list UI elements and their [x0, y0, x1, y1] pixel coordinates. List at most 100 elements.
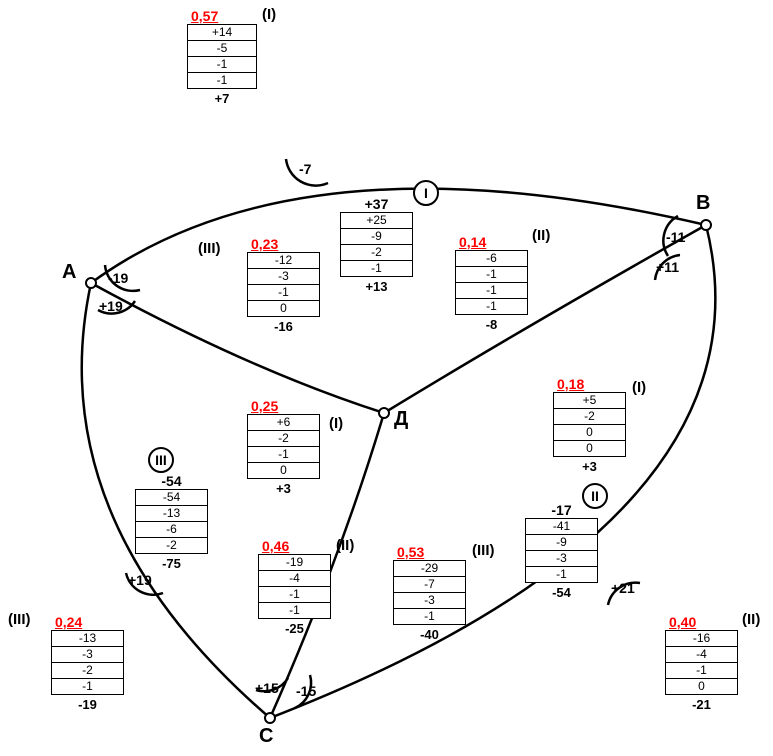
roman-label: (I) — [632, 379, 646, 396]
calc-table: -17-41-9-3-1-54 — [525, 502, 598, 600]
table-header: 0,25 — [247, 398, 320, 414]
label-B: B — [696, 192, 710, 215]
table-header: 0,14 — [455, 234, 528, 250]
table-header: 0,57 — [187, 8, 257, 24]
table-header: 0,40 — [665, 614, 738, 630]
table-row: 0 — [665, 679, 738, 695]
label-A: A — [62, 261, 76, 284]
table-row: -12 — [247, 252, 320, 269]
edge-A-lower: +19 — [99, 298, 123, 314]
calc-table: 0,57+14-5-1-1+7 — [187, 8, 257, 106]
roman-label: (II) — [532, 227, 550, 244]
node-B — [700, 219, 712, 231]
table-row: -29 — [393, 560, 466, 577]
table-row: -9 — [525, 535, 598, 551]
edge-A-upper: -19 — [108, 270, 128, 286]
table-row: -1 — [51, 679, 124, 695]
table-row: +14 — [187, 24, 257, 41]
calc-table: 0,25+6-2-10+3 — [247, 398, 320, 496]
table-footer: +3 — [553, 457, 626, 474]
calc-table: 0,23-12-3-10-16 — [247, 236, 320, 334]
table-row: 0 — [247, 301, 320, 317]
label-C: C — [259, 725, 273, 748]
table-row: -9 — [340, 229, 413, 245]
roman-label: (II) — [336, 537, 354, 554]
table-row: -16 — [665, 630, 738, 647]
table-row: -2 — [553, 409, 626, 425]
calc-table: 0,24-13-3-2-1-19 — [51, 614, 124, 712]
table-header: 0,53 — [393, 544, 466, 560]
roman-circle: I — [413, 180, 439, 206]
table-header: 0,18 — [553, 376, 626, 392]
calc-table: 0,14-6-1-1-1-8 — [455, 234, 528, 332]
table-row: 0 — [553, 425, 626, 441]
table-footer: -8 — [455, 315, 528, 332]
table-row: -7 — [393, 577, 466, 593]
table-footer: +7 — [187, 89, 257, 106]
roman-label: (III) — [472, 542, 495, 559]
roman-label: (III) — [198, 240, 221, 257]
table-header: +37 — [340, 196, 413, 212]
table-row: -1 — [665, 663, 738, 679]
table-row: -1 — [455, 283, 528, 299]
table-footer: +13 — [340, 277, 413, 294]
table-row: -2 — [340, 245, 413, 261]
table-footer: -54 — [525, 583, 598, 600]
node-A — [85, 277, 97, 289]
table-header: 0,24 — [51, 614, 124, 630]
edge-rlow: +21 — [611, 580, 635, 596]
edge-Cleft: +19 — [128, 572, 152, 588]
calc-table: 0,53-29-7-3-1-40 — [393, 544, 466, 642]
table-row: -4 — [258, 571, 331, 587]
table-row: -3 — [51, 647, 124, 663]
label-D: Д — [394, 408, 408, 431]
table-footer: +3 — [247, 479, 320, 496]
table-header: -17 — [525, 502, 598, 518]
calc-table: -54-54-13-6-2-75 — [135, 473, 208, 571]
table-row: -1 — [525, 567, 598, 583]
table-row: -1 — [340, 261, 413, 277]
table-footer: -40 — [393, 625, 466, 642]
table-row: -3 — [525, 551, 598, 567]
table-row: -1 — [247, 285, 320, 301]
roman-label: (III) — [8, 611, 31, 628]
edge-top: -7 — [299, 161, 311, 177]
calc-table: 0,18+5-200+3 — [553, 376, 626, 474]
table-row: -1 — [455, 267, 528, 283]
table-header: 0,46 — [258, 538, 331, 554]
node-D — [378, 407, 390, 419]
table-row: -1 — [187, 57, 257, 73]
table-row: 0 — [553, 441, 626, 457]
edge-Cil: +15 — [255, 680, 279, 696]
table-row: -3 — [393, 593, 466, 609]
edge-B-lower: +11 — [656, 259, 679, 275]
table-footer: -16 — [247, 317, 320, 334]
table-row: -6 — [455, 250, 528, 267]
table-row: -2 — [135, 538, 208, 554]
table-row: -2 — [247, 431, 320, 447]
table-footer: -75 — [135, 554, 208, 571]
table-row: -54 — [135, 489, 208, 506]
table-footer: -21 — [665, 695, 738, 712]
table-header: -54 — [135, 473, 208, 489]
node-C — [264, 712, 276, 724]
edge-Cir: -15 — [296, 683, 316, 699]
table-row: -19 — [258, 554, 331, 571]
table-row: -4 — [665, 647, 738, 663]
table-row: -1 — [247, 447, 320, 463]
table-row: 0 — [247, 463, 320, 479]
table-row: +6 — [247, 414, 320, 431]
table-footer: -19 — [51, 695, 124, 712]
table-row: -1 — [187, 73, 257, 89]
roman-label: (I) — [262, 6, 276, 23]
table-header: 0,23 — [247, 236, 320, 252]
table-row: -6 — [135, 522, 208, 538]
table-row: -1 — [258, 603, 331, 619]
calc-table: 0,40-16-4-10-21 — [665, 614, 738, 712]
table-row: -2 — [51, 663, 124, 679]
table-row: -3 — [247, 269, 320, 285]
table-row: -1 — [393, 609, 466, 625]
table-row: -1 — [455, 299, 528, 315]
roman-label: (II) — [742, 611, 760, 628]
table-row: -5 — [187, 41, 257, 57]
